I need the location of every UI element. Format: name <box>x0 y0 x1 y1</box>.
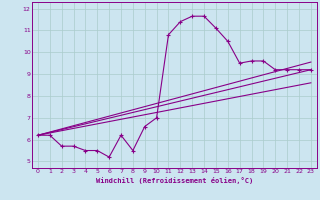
X-axis label: Windchill (Refroidissement éolien,°C): Windchill (Refroidissement éolien,°C) <box>96 177 253 184</box>
